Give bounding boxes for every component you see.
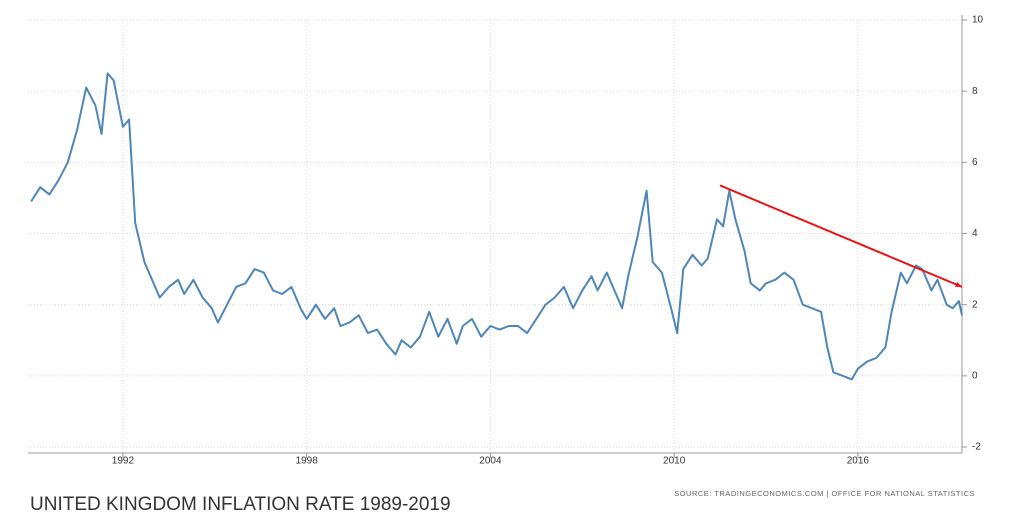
x-tick-label: 1992 (112, 456, 135, 467)
y-tick-label: 4 (972, 228, 978, 239)
x-tick-label: 2010 (663, 456, 686, 467)
y-tick-label: 0 (972, 370, 978, 381)
data-line (30, 72, 963, 381)
chart-title: UNITED KINGDOM INFLATION RATE 1989-2019 (30, 494, 451, 515)
y-tick-label: 10 (972, 15, 984, 26)
x-tick-label: 2016 (847, 456, 870, 467)
trend-line (719, 184, 963, 288)
x-tick-label: 1998 (296, 456, 319, 467)
y-tick-label: -2 (972, 442, 981, 453)
trend-arrow (955, 281, 962, 287)
y-tick-label: 6 (972, 157, 978, 168)
source: SOURCE: TRADINGECONOMICS.COM | OFFICE FO… (674, 489, 975, 498)
x-tick-label: 2004 (479, 456, 502, 467)
y-tick-label: 2 (972, 299, 978, 310)
y-tick-label: 8 (972, 86, 978, 97)
